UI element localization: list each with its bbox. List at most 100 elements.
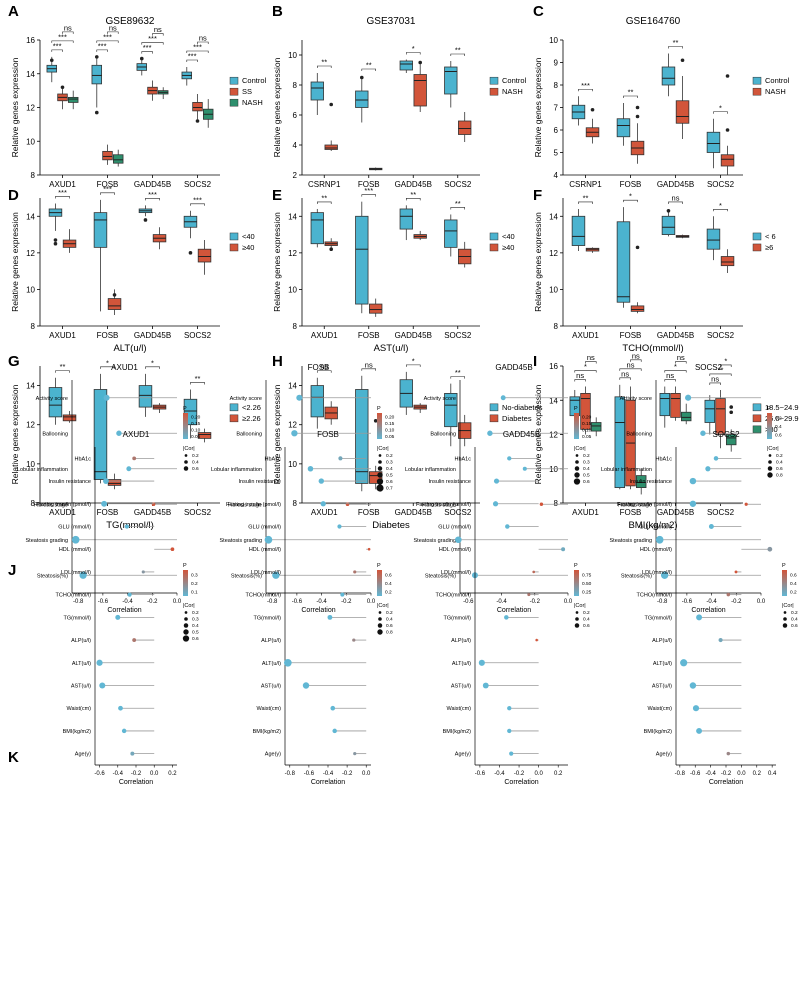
x-tick-label: -0.6 (690, 771, 701, 777)
legend-p-tick: 0.6 (790, 572, 797, 578)
lollipop-point (482, 682, 489, 689)
box-body (197, 432, 212, 439)
lollipop-point (296, 394, 303, 401)
box-No-diabetes-SOCS2 (444, 383, 458, 447)
legend-swatch (489, 243, 499, 252)
panel-label: D (8, 187, 19, 204)
y-axis-label: Relative genes expression (10, 57, 20, 157)
lollipop-point (132, 456, 137, 461)
box-<40-SOCS2 (183, 210, 198, 239)
box-≥6-AXUD1 (585, 247, 600, 253)
y-axis-label: Relative genes expression (533, 384, 543, 484)
lollipop-point (103, 394, 110, 401)
box-≥6-SOCS2 (720, 249, 735, 273)
box-≥2.26-AXUD1 (62, 411, 77, 423)
x-tick-label: -0.2 (131, 771, 142, 777)
legend-cor-label: 0.3 (192, 617, 199, 623)
significance-label: * (106, 358, 109, 367)
significance-label: ** (321, 193, 327, 202)
panel-label: E (272, 187, 282, 204)
box-Control-GADD45B (136, 58, 148, 76)
lollipop-point (332, 728, 337, 734)
legend-p-tick: 0.05 (385, 434, 395, 440)
bracket-line (190, 203, 205, 206)
legend-cor-title: |Cor| (767, 446, 779, 452)
bracket-line (668, 46, 683, 49)
item-label: ALP(u/l) (652, 638, 672, 644)
item-label: Lobular inflammation (17, 467, 68, 473)
significance-label: ns (576, 371, 584, 380)
x-tick-label: -0.8 (657, 599, 668, 605)
legend-p-tick: 0.05 (191, 434, 201, 440)
y-tick-label: 8 (31, 322, 36, 331)
box-body (706, 131, 721, 153)
legend-cor-dot (183, 466, 189, 471)
legend-label: NASH (502, 87, 523, 96)
item-label: AST(u/l) (71, 684, 91, 690)
lollipop-point (124, 524, 130, 529)
legend-p-tick: 0.50 (582, 581, 592, 587)
y-axis-label: Relative genes expression (533, 57, 543, 157)
box-18.5~24.9-SOCS2 (704, 395, 716, 435)
box-body (590, 422, 602, 432)
box-18.5~24.9-FOSB (614, 384, 626, 490)
x-tick-label: GADD45B (134, 331, 171, 340)
bracket-line (100, 192, 115, 195)
legend-cor-label: 0.2 (791, 610, 798, 616)
x-tick-label: 0.0 (564, 599, 573, 605)
legend-cor-label: 0.2 (583, 453, 590, 459)
x-tick-label: FOSB (358, 180, 380, 189)
significance-label: *** (148, 190, 157, 199)
item-label: Waist(cm) (66, 706, 91, 712)
item-label: HbA1c (454, 456, 471, 462)
box-Control-CSRNP1 (310, 73, 324, 115)
chart-title: AXUD1 (111, 363, 138, 372)
significance-label: *** (581, 81, 590, 90)
legend-colorbar (767, 413, 772, 439)
outlier-point (373, 419, 378, 423)
significance-label: *** (103, 32, 112, 41)
x-tick-label: -0.6 (463, 599, 474, 605)
legend-p-tick: 0.2 (191, 581, 198, 587)
x-tick-label: GADD45B (395, 508, 432, 517)
x-tick-label: -0.2 (721, 771, 732, 777)
significance-bracket: * (720, 356, 732, 367)
lollipop-point (272, 571, 280, 579)
lollipop-point (118, 705, 123, 711)
chart-title: GADD45B (495, 363, 532, 372)
x-axis-label: Correlation (709, 779, 743, 786)
significance-bracket: ** (668, 38, 683, 49)
legend-p-tick: 0.4 (790, 581, 797, 587)
x-tick-label: AXUD1 (49, 331, 76, 340)
legend-cor-dot (768, 454, 772, 457)
significance-bracket: ** (55, 362, 70, 373)
legend-cor-label: 0.4 (386, 617, 393, 623)
legend-label: NASH (242, 98, 263, 107)
item-label: TG(mmol/l) (444, 615, 472, 621)
bracket-line (623, 95, 638, 98)
legend-cor-label: 0.8 (386, 630, 393, 636)
lollipop-point (692, 705, 700, 712)
x-tick-label: 0.0 (757, 599, 766, 605)
item-label: Fibrosis stage (228, 502, 262, 508)
bracket-line (141, 42, 164, 45)
legend-cor-title: |Cor| (574, 603, 586, 609)
significance-bracket: *** (145, 190, 160, 201)
legend-p-title: P (574, 563, 578, 569)
item-label: Lobular inflammation (211, 467, 262, 473)
legend-cor-label: 0.3 (386, 460, 393, 466)
legend-swatch (229, 76, 239, 85)
box-panel-H: H 8 10 12 14 Relative genes expression AXUD1 FO… (272, 353, 543, 531)
legend-label: <40 (502, 232, 515, 241)
y-tick-label: 10 (549, 36, 558, 45)
item-label: Ballooning (42, 431, 68, 437)
y-tick-label: 8 (293, 499, 298, 508)
legend-swatch (489, 232, 499, 241)
lollipop-point (487, 430, 493, 436)
box-<2.26-FOSB (93, 373, 108, 484)
legend-p-title: P (377, 406, 381, 412)
significance-label: ** (628, 88, 634, 97)
box-<40-AXUD1 (310, 208, 324, 248)
box-< 6-GADD45B (661, 208, 676, 237)
lollipop-point (320, 501, 326, 507)
